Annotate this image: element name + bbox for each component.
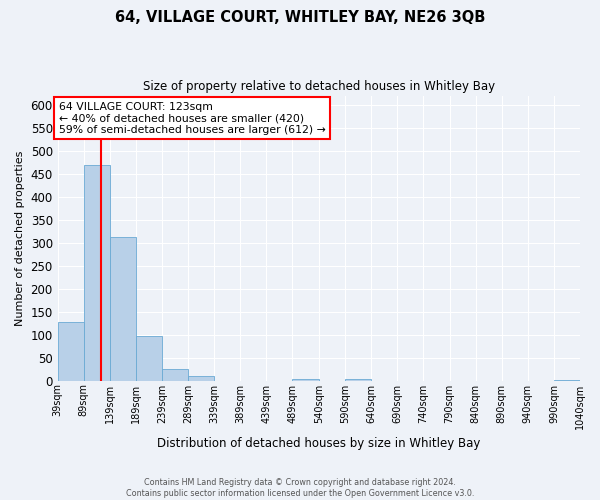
Bar bbox=[110, 236, 136, 380]
X-axis label: Distribution of detached houses by size in Whitley Bay: Distribution of detached houses by size … bbox=[157, 437, 481, 450]
Text: 64 VILLAGE COURT: 123sqm
← 40% of detached houses are smaller (420)
59% of semi-: 64 VILLAGE COURT: 123sqm ← 40% of detach… bbox=[59, 102, 325, 134]
Bar bbox=[58, 322, 84, 380]
Bar bbox=[136, 336, 162, 380]
Title: Size of property relative to detached houses in Whitley Bay: Size of property relative to detached ho… bbox=[143, 80, 495, 93]
Bar bbox=[162, 368, 188, 380]
Text: Contains HM Land Registry data © Crown copyright and database right 2024.
Contai: Contains HM Land Registry data © Crown c… bbox=[126, 478, 474, 498]
Y-axis label: Number of detached properties: Number of detached properties bbox=[15, 150, 25, 326]
Bar bbox=[188, 376, 214, 380]
Text: 64, VILLAGE COURT, WHITLEY BAY, NE26 3QB: 64, VILLAGE COURT, WHITLEY BAY, NE26 3QB bbox=[115, 10, 485, 25]
Bar bbox=[84, 164, 110, 380]
